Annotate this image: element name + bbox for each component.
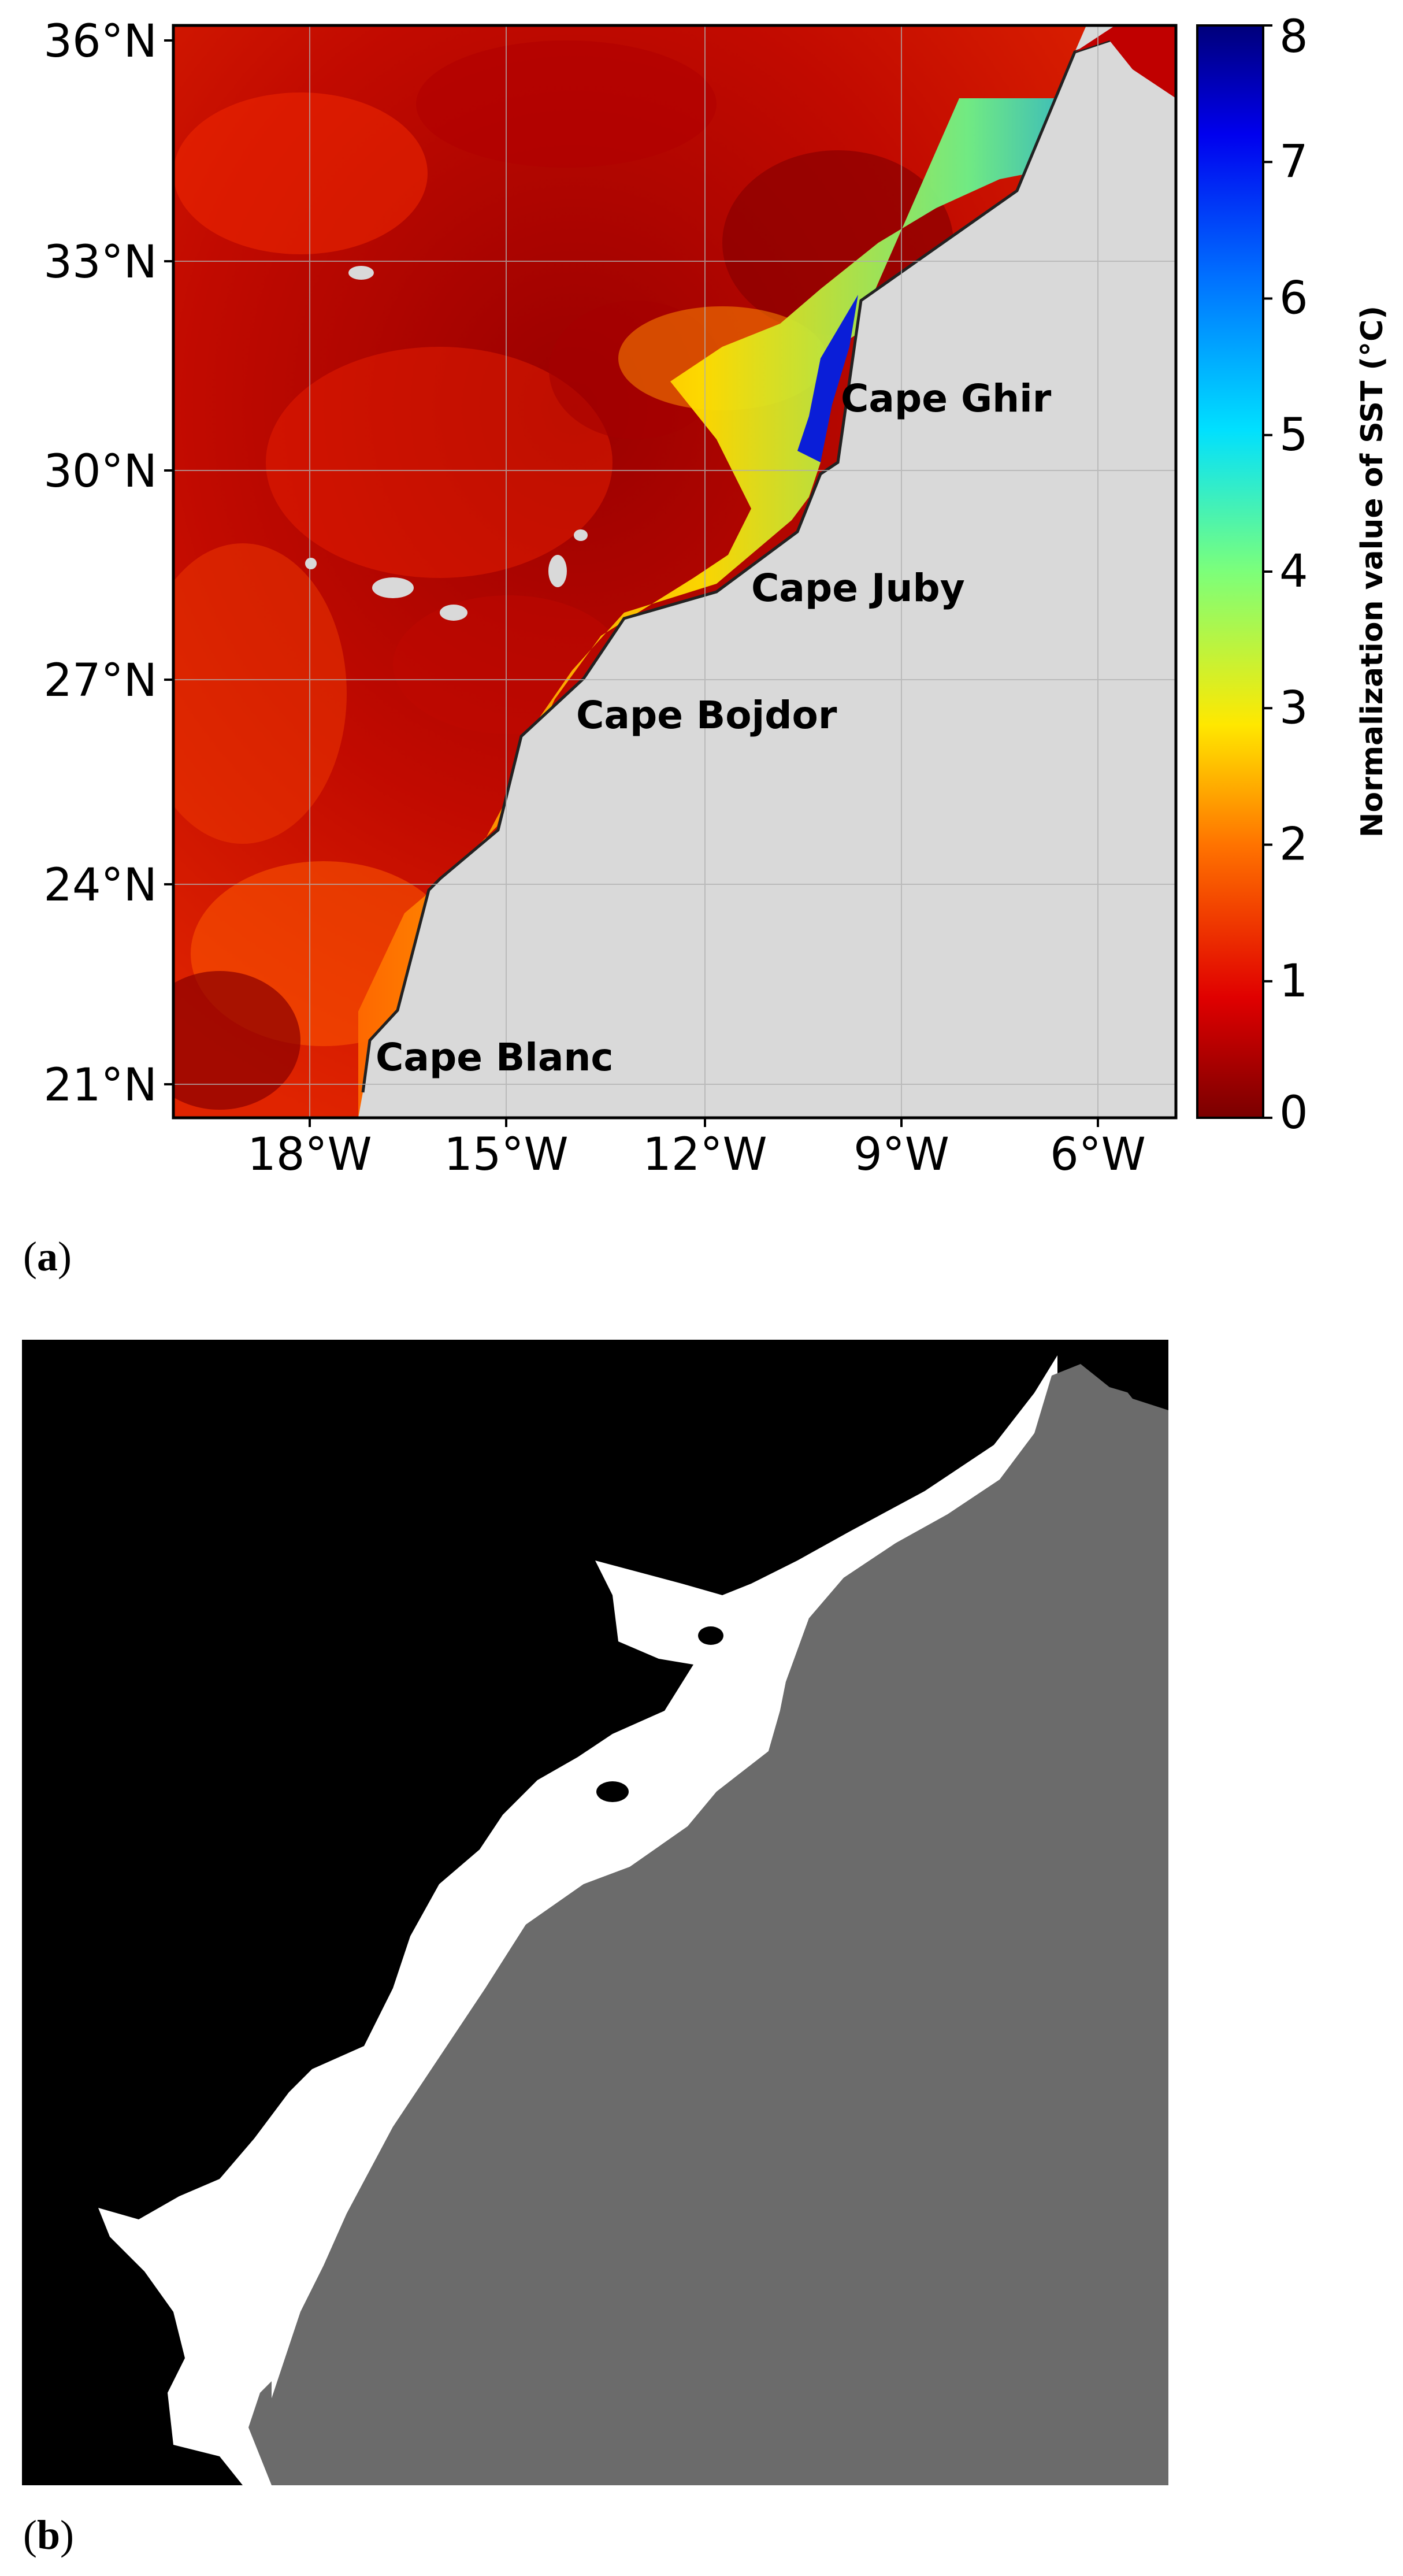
colorbar: 0 1 2 3 4 5 6 7 8 Normalization value of SST (°C… bbox=[1196, 11, 1390, 1139]
panel-b-label: (b) bbox=[23, 2512, 74, 2558]
graticule bbox=[173, 25, 1176, 1118]
label-cape-bojdor: Cape Bojdor bbox=[576, 693, 837, 737]
lat-tick-33: 33°N bbox=[43, 236, 157, 288]
lat-tick-21: 21°N bbox=[43, 1059, 157, 1111]
lat-tick-36: 36°N bbox=[43, 16, 157, 68]
lat-tick-30: 30°N bbox=[43, 446, 157, 498]
mask-hole bbox=[596, 1781, 629, 1802]
land bbox=[358, 25, 1176, 1118]
colorbar-tick-label: 3 bbox=[1279, 682, 1308, 734]
colorbar-tick-label: 5 bbox=[1279, 409, 1308, 461]
lon-tick-15w: 15°W bbox=[444, 1129, 568, 1181]
mask-mediterranean bbox=[1040, 1340, 1168, 1410]
lat-tick-27: 27°N bbox=[43, 655, 157, 707]
no-data-patches bbox=[305, 266, 588, 621]
colorbar-gradient bbox=[1196, 24, 1264, 1119]
label-cape-blanc: Cape Blanc bbox=[376, 1035, 614, 1080]
lon-tick-18w: 18°W bbox=[247, 1129, 372, 1181]
lon-tick-12w: 12°W bbox=[643, 1129, 767, 1181]
panel-a-label: (a) bbox=[23, 1233, 72, 1280]
colorbar-tick-label: 6 bbox=[1279, 273, 1308, 325]
tick-marks bbox=[164, 39, 1099, 1127]
colorbar-label: Normalization value of SST (°C) bbox=[1355, 306, 1390, 837]
colorbar-tick-label: 0 bbox=[1279, 1087, 1308, 1139]
colorbar-tick-label: 2 bbox=[1279, 819, 1308, 871]
coastline bbox=[361, 25, 1122, 1093]
mediterranean bbox=[1075, 25, 1176, 98]
cold-core bbox=[797, 295, 858, 462]
mask-upwelling bbox=[98, 1355, 1057, 2485]
panel-a-map bbox=[173, 25, 1176, 1118]
panel-b-mask bbox=[22, 1340, 1168, 2485]
label-cape-juby: Cape Juby bbox=[751, 566, 965, 610]
mask-land bbox=[248, 1364, 1168, 2485]
colorbar-tick-label: 1 bbox=[1279, 955, 1308, 1007]
map-frame bbox=[172, 24, 1178, 1120]
lat-tick-24: 24°N bbox=[43, 859, 157, 911]
colorbar-tick-label: 4 bbox=[1279, 546, 1308, 598]
label-cape-ghir: Cape Ghir bbox=[841, 376, 1052, 421]
colorbar-ticks: 0 1 2 3 4 5 6 7 8 bbox=[1263, 11, 1308, 1139]
colorbar-tick-label: 8 bbox=[1279, 11, 1308, 63]
colorbar-tick-label: 7 bbox=[1279, 136, 1308, 188]
lon-tick-6w: 6°W bbox=[1050, 1129, 1146, 1181]
mask-hole bbox=[698, 1626, 723, 1645]
lon-tick-9w: 9°W bbox=[853, 1129, 949, 1181]
